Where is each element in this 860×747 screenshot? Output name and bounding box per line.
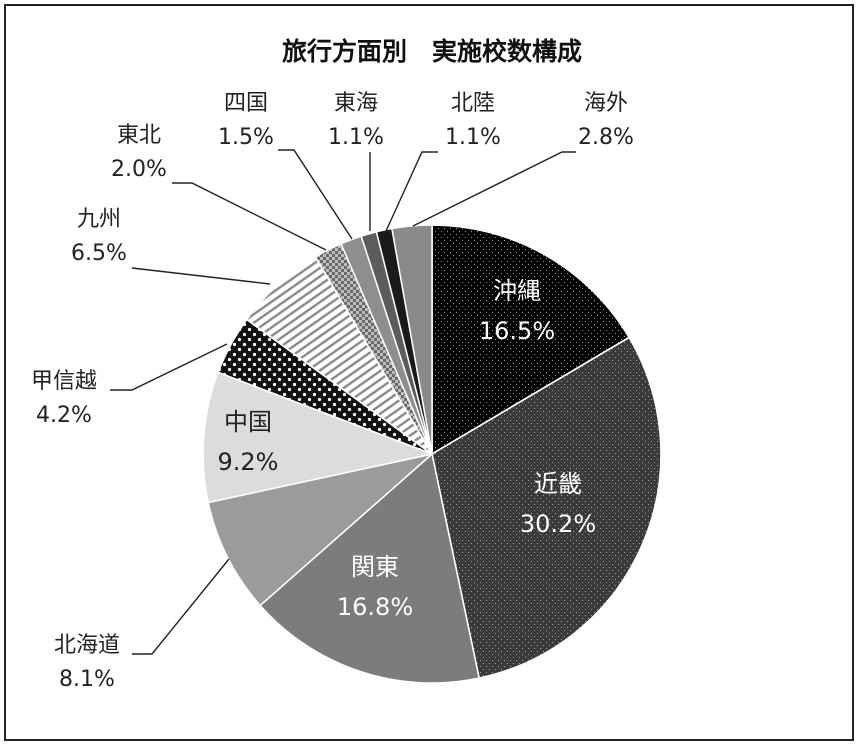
slice-label-6: 甲信越	[31, 369, 97, 394]
pie-slice-3	[259, 452, 481, 684]
slice-label-4: 北海道	[54, 633, 120, 658]
pie-slice-pattern-2	[431, 336, 662, 679]
slice-value-label-6: 4.2%	[36, 403, 92, 428]
pie-chart: 旅行方面別 実施校数構成 沖縄 16.5% 近畿 30.2% 関東 16.8% 北海道 8.1…	[31, 37, 662, 692]
slice-value-label-9: 1.5%	[218, 125, 274, 150]
leader-line-4	[132, 558, 230, 655]
slice-value-label-3: 16.8%	[337, 593, 413, 621]
slice-labels: 沖縄 16.5% 近畿 30.2% 関東 16.8% 北海道 8.1% 中国 9.2% 甲信越 4.2…	[31, 91, 634, 692]
slice-label-8: 東北	[117, 123, 161, 148]
leader-line-9	[278, 149, 353, 240]
chart-frame: 旅行方面別 実施校数構成 沖縄 16.5% 近畿 30.2% 関東 16.8% 北海道 8.1…	[4, 4, 854, 741]
slice-value-label-8: 2.0%	[111, 157, 167, 182]
leader-line-11	[385, 151, 438, 232]
slice-value-label-2: 30.2%	[520, 510, 596, 538]
slice-value-label-5: 9.2%	[218, 448, 279, 476]
slice-label-2: 近畿	[534, 470, 582, 498]
slice-value-label-10: 1.1%	[328, 125, 384, 150]
slice-value-label-12: 2.8%	[578, 125, 634, 150]
slice-label-11: 北陸	[451, 91, 495, 116]
pie-slices	[202, 224, 662, 684]
pie-slice-5	[202, 371, 435, 504]
leader-line-12	[412, 151, 576, 227]
leader-lines	[110, 149, 576, 655]
pie-slice-12	[391, 224, 433, 455]
chart-title: 旅行方面別 実施校数構成	[282, 37, 582, 66]
slice-label-5: 中国	[224, 408, 272, 436]
slice-label-12: 海外	[584, 91, 628, 116]
slice-label-7: 九州	[77, 207, 121, 232]
slice-value-label-4: 8.1%	[59, 667, 115, 692]
slice-value-label-7: 6.5%	[71, 241, 127, 266]
slice-label-10: 東海	[334, 91, 378, 116]
leader-line-8	[172, 182, 327, 251]
slice-value-label-1: 16.5%	[479, 317, 555, 345]
pie-slice-pattern-1	[431, 224, 631, 456]
leader-line-6	[110, 343, 228, 391]
slice-label-3: 関東	[351, 553, 399, 581]
leader-line-7	[131, 267, 271, 285]
slice-label-1: 沖縄	[493, 277, 541, 305]
pie-slice-4	[207, 452, 435, 607]
slice-label-9: 四国	[224, 91, 268, 116]
slice-value-label-11: 1.1%	[445, 125, 501, 150]
